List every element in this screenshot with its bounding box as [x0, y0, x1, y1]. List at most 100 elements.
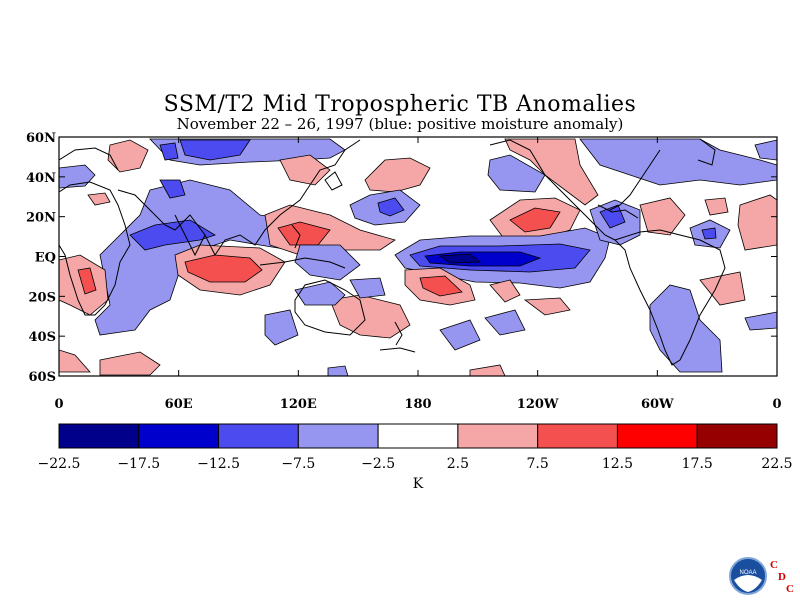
blue-region: [439, 319, 481, 351]
chart-title: SSM/T2 Mid Tropospheric TB Anomalies: [163, 92, 637, 117]
colorbar-level-label: −12.5: [197, 456, 240, 472]
colorbar-swatch: [218, 423, 299, 449]
colorbar-swatch: [377, 423, 459, 449]
anomaly-contours: [59, 138, 777, 376]
lon-label: 60E: [165, 397, 193, 412]
red-region: [504, 138, 599, 206]
blue-region: [377, 197, 405, 217]
red-region: [87, 192, 111, 206]
lon-label: 120E: [280, 397, 317, 412]
colorbar-level-label: −17.5: [117, 456, 161, 472]
chart-subtitle: November 22 – 26, 1997 (blue: positive m…: [176, 115, 624, 133]
blue-region: [487, 154, 546, 193]
logo-letter-c1: C: [770, 559, 778, 571]
blue-region: [264, 309, 299, 346]
red-region: [523, 297, 571, 316]
coastlines: [59, 138, 726, 366]
colorbar-swatch: [138, 423, 220, 449]
colorbar-level-label: 2.5: [446, 456, 470, 472]
colorbar-swatch: [457, 423, 539, 449]
blue-region: [579, 138, 777, 186]
logo-letter-c2: C: [786, 583, 794, 595]
colorbar-level-label: 12.5: [601, 456, 634, 472]
colorbar-level-label: 22.5: [761, 456, 793, 472]
lon-label: 0: [772, 397, 781, 412]
lat-label: 60S: [29, 370, 56, 385]
blue-region: [349, 277, 386, 299]
blue-region: [744, 311, 777, 331]
axis-ticks: [58, 136, 778, 377]
logo-letter-d: D: [778, 571, 786, 583]
lat-label: 60N: [26, 131, 56, 146]
coastline-eurasia: [117, 139, 361, 256]
red-region: [489, 279, 521, 303]
blue-region: [294, 244, 361, 281]
blue-region: [159, 179, 186, 199]
red-region: [184, 254, 263, 283]
blue-region: [294, 281, 346, 306]
coastline-africa: [59, 181, 131, 316]
colorbar-level-label: −7.5: [281, 456, 316, 472]
red-region: [737, 194, 777, 251]
lat-label: 20N: [26, 211, 56, 226]
red-region: [419, 275, 463, 297]
blue-region: [438, 253, 482, 264]
coastline-india: [174, 214, 206, 257]
coastline-south-america: [614, 229, 726, 366]
colorbar-swatch: [537, 423, 618, 449]
coastline-antarctica: [379, 347, 416, 353]
red-region: [77, 267, 97, 295]
lon-label: 120W: [517, 397, 559, 412]
lon-label: 60W: [641, 397, 674, 412]
red-region: [509, 207, 561, 233]
red-region: [279, 154, 331, 186]
red-region: [99, 351, 161, 376]
blue-region: [649, 284, 723, 373]
colorbar-swatch: [58, 423, 140, 449]
noaa-gull-icon: [734, 575, 762, 592]
red-region: [364, 157, 431, 193]
coastline-philippines: [291, 224, 301, 249]
coastline-australia: [294, 279, 366, 336]
blue-region: [424, 251, 542, 267]
coastline-new-zealand: [394, 321, 403, 346]
lat-label: EQ: [35, 251, 56, 266]
longitude-labels: 0 60E 120E 180 120W 60W 0: [54, 397, 781, 412]
coastline-north-america: [489, 139, 616, 241]
red-region: [329, 294, 411, 339]
lat-label: 20S: [29, 290, 56, 305]
colorbar-swatch: [297, 423, 379, 449]
red-region: [699, 271, 746, 306]
lon-label: 180: [404, 397, 431, 412]
red-region: [469, 364, 506, 376]
blue-region: [179, 139, 251, 161]
blue-region: [159, 142, 179, 161]
colorbar: [58, 423, 778, 449]
blue-region: [484, 309, 526, 336]
coastline-europe: [59, 147, 119, 171]
coastline-indonesia: [259, 257, 346, 269]
blue-region: [327, 365, 349, 376]
red-region: [107, 139, 149, 173]
colorbar-unit: K: [412, 476, 424, 492]
noaa-cdc-logo: NOAA C D C: [729, 557, 794, 595]
latitude-labels: 60N 40N 20N EQ 20S 40S 60S: [26, 131, 56, 385]
colorbar-swatch: [616, 423, 698, 449]
lat-label: 40N: [26, 171, 56, 186]
coastline-north-america-east: [609, 149, 661, 211]
lat-label: 40S: [29, 330, 56, 345]
coastline-greenland: [697, 138, 716, 166]
blue-region: [129, 219, 216, 251]
noaa-text: NOAA: [739, 570, 756, 576]
red-region: [277, 221, 331, 246]
coastline-gulf: [597, 204, 639, 219]
colorbar-level-label: 17.5: [681, 456, 713, 472]
colorbar-level-label: −2.5: [361, 456, 396, 472]
colorbar-swatch: [696, 423, 778, 449]
blue-region: [701, 227, 717, 240]
blue-region: [754, 139, 777, 161]
colorbar-level-label: 7.5: [526, 456, 549, 472]
red-region: [704, 197, 729, 216]
colorbar-level-label: −22.5: [37, 456, 81, 472]
